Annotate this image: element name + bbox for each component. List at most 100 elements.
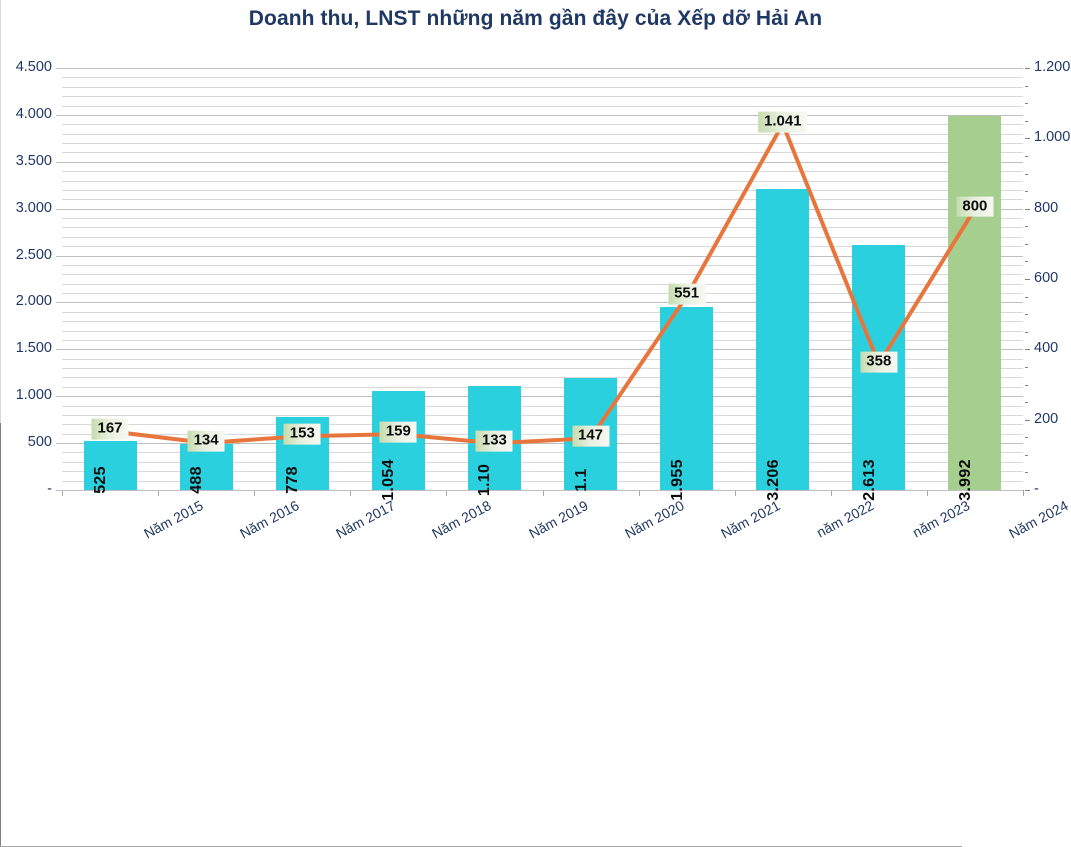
line-value-label: 1.041 — [758, 111, 808, 133]
left-axis-tick-mark — [56, 68, 62, 69]
left-axis-tick-mark — [56, 490, 62, 491]
x-axis-tick-label: năm 2023 — [909, 497, 973, 541]
line-value-label: 551 — [668, 283, 706, 305]
right-axis-minor-tick — [1025, 454, 1028, 456]
gridline — [62, 208, 1023, 210]
gridline — [62, 386, 1023, 388]
gridline — [62, 77, 1023, 79]
x-axis-tick-label: Năm 2017 — [333, 497, 398, 542]
gridline — [62, 471, 1023, 473]
x-axis-tick-label: Năm 2024 — [1005, 497, 1071, 542]
bar[interactable]: 1.955 — [660, 306, 714, 501]
bar[interactable]: 3.206 — [756, 189, 810, 501]
gridline — [62, 405, 1023, 407]
left-axis-tick-mark — [56, 208, 62, 210]
gridline — [62, 339, 1023, 341]
left-axis-tick-mark — [56, 349, 62, 351]
right-axis-tick-label: 400 — [1034, 340, 1059, 357]
gridline — [62, 171, 1023, 173]
right-axis-tick-label: - — [1034, 481, 1039, 497]
plot-area: 525 488 778 1.054 1.10 1.1 1.955 3.206 2.613 3.99… — [62, 68, 1023, 501]
right-axis-minor-tick — [1025, 243, 1028, 245]
gridline — [62, 189, 1023, 191]
gridline — [62, 68, 1023, 69]
right-axis-tick-label: 200 — [1034, 410, 1059, 427]
gridline — [62, 133, 1023, 135]
x-axis-tick-mark — [62, 490, 63, 496]
gridline — [62, 414, 1023, 416]
right-axis-tick-label: 600 — [1034, 270, 1059, 286]
right-axis-minor-tick — [1025, 173, 1028, 175]
left-axis-tick-mark — [56, 255, 62, 257]
gridline — [62, 246, 1023, 248]
gridline — [62, 293, 1023, 295]
right-axis-minor-tick — [1025, 314, 1028, 316]
x-axis-tick-mark — [926, 490, 928, 496]
x-axis-tick-mark — [638, 490, 640, 496]
line-value-label: 358 — [860, 351, 898, 373]
right-axis-minor-tick — [1025, 226, 1028, 228]
x-axis-tick-mark — [158, 490, 160, 496]
gridline — [62, 433, 1023, 435]
bar[interactable]: 3.992 — [948, 115, 1002, 501]
right-axis-tick-mark — [1025, 419, 1030, 421]
gridline — [62, 255, 1023, 257]
right-axis-tick-label: 800 — [1034, 199, 1059, 216]
gridline — [62, 114, 1023, 116]
left-axis-tick-mark — [56, 161, 62, 163]
x-axis-tick-mark — [254, 490, 256, 496]
gridline — [62, 349, 1023, 351]
left-axis-tick-label: 4.500 — [15, 59, 52, 75]
gridline — [62, 368, 1023, 370]
x-axis-tick-label: Năm 2020 — [621, 497, 687, 542]
line-value-label: 134 — [187, 430, 225, 452]
line-value-label: 800 — [956, 196, 994, 218]
right-axis-tick-mark — [1025, 490, 1030, 491]
x-axis-tick-label: Năm 2018 — [429, 497, 494, 542]
gridline — [62, 264, 1023, 266]
right-axis-minor-tick — [1025, 103, 1028, 105]
left-axis-tick-label: - — [47, 481, 52, 497]
right-axis-tick-mark — [1025, 349, 1030, 351]
x-axis-tick-label: Năm 2021 — [717, 497, 783, 542]
right-axis-minor-tick — [1025, 472, 1028, 474]
right-axis-tick-mark — [1025, 208, 1030, 210]
gridline — [62, 396, 1023, 398]
x-axis-tick-mark — [350, 490, 352, 496]
gridline — [62, 218, 1023, 220]
right-axis-minor-tick — [1025, 85, 1028, 87]
gridline — [62, 283, 1023, 285]
gridline — [62, 302, 1023, 304]
x-axis-tick-label: năm 2022 — [813, 497, 877, 541]
right-axis-minor-tick — [1025, 120, 1028, 122]
x-axis-tick-mark — [734, 490, 736, 496]
left-axis-tick-label: 3.500 — [15, 152, 52, 169]
gridline — [62, 274, 1023, 276]
gridline — [62, 490, 1023, 491]
gridline — [62, 321, 1023, 323]
line-value-label: 167 — [91, 418, 129, 440]
left-axis-tick-mark — [56, 443, 62, 445]
x-axis-tick-label: Năm 2015 — [141, 497, 206, 542]
gridline — [62, 86, 1023, 88]
gridline — [62, 358, 1023, 360]
bar[interactable]: 488 — [179, 444, 233, 494]
right-axis-tick-mark — [1025, 68, 1030, 69]
right-axis-minor-tick — [1025, 296, 1028, 298]
gridline — [62, 461, 1023, 463]
line-value-label: 159 — [379, 421, 417, 443]
left-axis-tick-mark — [56, 302, 62, 304]
gridline — [62, 443, 1023, 445]
right-axis-tick-mark — [1025, 138, 1030, 140]
line-value-label: 153 — [283, 423, 321, 445]
right-axis-minor-tick — [1025, 384, 1028, 386]
gridline — [62, 330, 1023, 332]
gridline — [62, 143, 1023, 145]
right-axis-minor-tick — [1025, 437, 1028, 439]
bar[interactable]: 525 — [83, 440, 137, 494]
x-axis-tick-mark — [830, 490, 832, 496]
left-axis-tick-mark — [56, 114, 62, 116]
left-axis-tick-label: 2.500 — [15, 246, 52, 263]
line-value-label: 147 — [571, 425, 610, 447]
